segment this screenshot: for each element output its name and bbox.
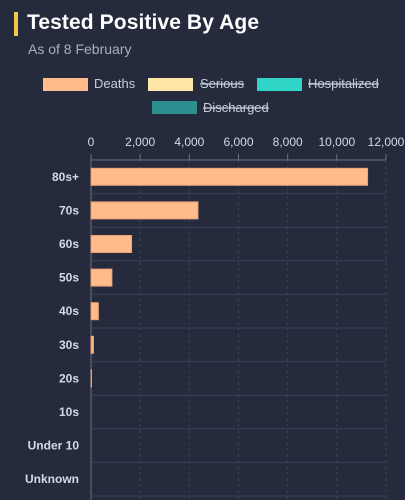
title-accent-bar [14, 12, 18, 36]
x-tick-label: 2,000 [125, 135, 155, 149]
bar-deaths[interactable] [90, 302, 99, 321]
bar-deaths[interactable] [90, 235, 133, 253]
category-label: 40s [59, 304, 79, 318]
category-label: 60s [59, 237, 79, 251]
category-label: 70s [59, 203, 79, 217]
y-axis-categories: 80s+ 70s 60s 50s 40s 30s 20s 10s Under 10 Unknown [25, 170, 79, 486]
legend-label: Discharged [203, 100, 269, 115]
legend-label: Deaths [94, 76, 136, 91]
category-label: 10s [59, 405, 79, 419]
legend-label: Serious [200, 76, 245, 91]
category-label: Under 10 [28, 439, 80, 453]
bars [90, 167, 369, 388]
category-label: Unknown [25, 472, 79, 486]
legend-swatch [152, 101, 197, 114]
legend-item-serious[interactable]: Serious [148, 76, 245, 91]
category-label: 80s+ [52, 170, 79, 184]
category-label: 50s [59, 271, 79, 285]
bar-deaths[interactable] [90, 268, 113, 287]
bar-deaths[interactable] [90, 335, 94, 354]
chart-title: Tested Positive By Age [27, 11, 260, 34]
x-tick-label: 12,000 [368, 135, 405, 149]
x-tick-label: 8,000 [273, 135, 303, 149]
x-axis-ticks: 0 2,000 4,000 6,000 8,000 10,000 12,000 [88, 135, 405, 160]
x-tick-label: 6,000 [223, 135, 253, 149]
x-tick-label: 10,000 [318, 135, 355, 149]
category-label: 20s [59, 371, 79, 385]
legend-label: Hospitalized [308, 76, 379, 91]
x-tick-label: 0 [88, 135, 95, 149]
x-tick-label: 4,000 [174, 135, 204, 149]
legend-swatch [257, 78, 302, 91]
legend-swatch [43, 78, 88, 91]
legend-item-hospitalized[interactable]: Hospitalized [257, 76, 379, 91]
legend-swatch [148, 78, 193, 91]
legend-item-discharged[interactable]: Discharged [152, 100, 269, 115]
bar-deaths[interactable] [90, 201, 199, 220]
chart-subtitle: As of 8 February [28, 41, 132, 57]
legend: Deaths Serious Hospitalized Discharged [43, 76, 379, 115]
category-label: 30s [59, 338, 79, 352]
legend-item-deaths[interactable]: Deaths [43, 76, 136, 91]
bar-deaths[interactable] [90, 167, 369, 186]
